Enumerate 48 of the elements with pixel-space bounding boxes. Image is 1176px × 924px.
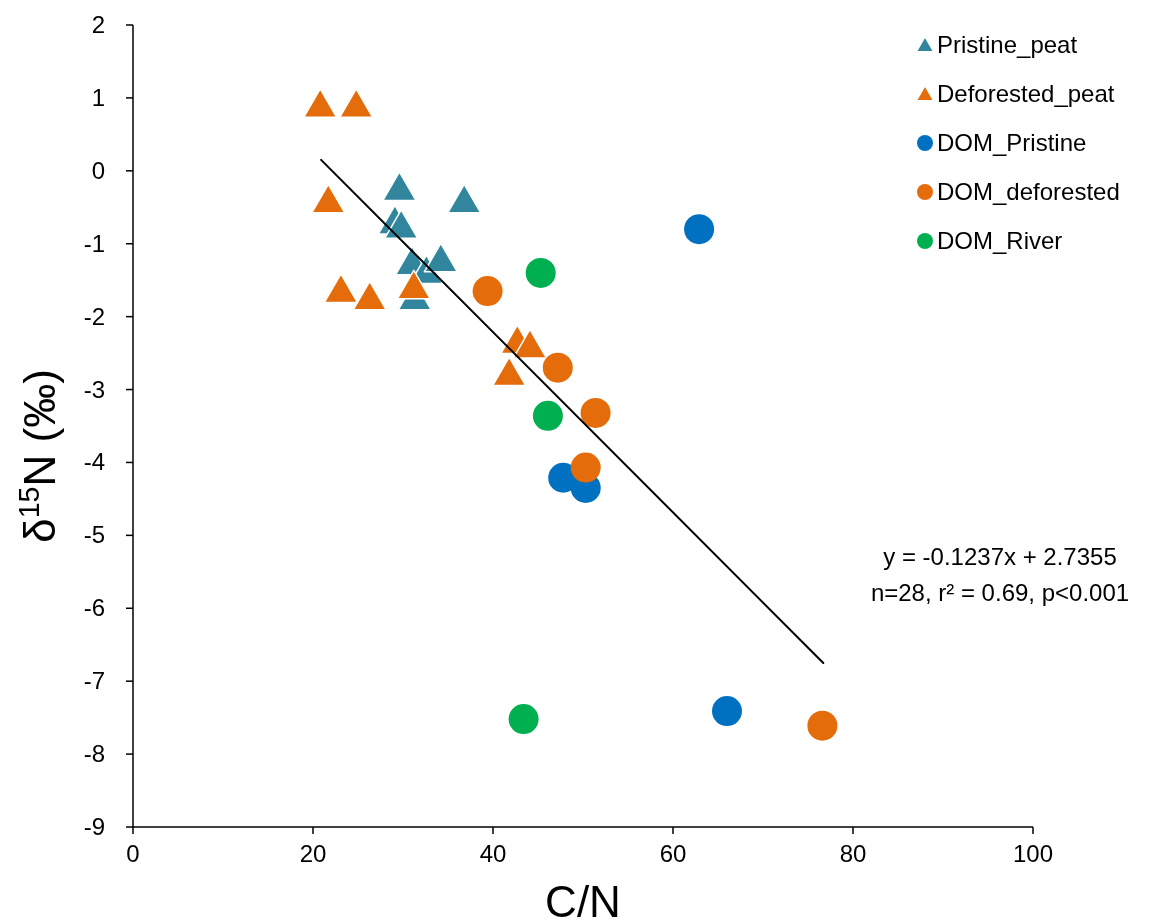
y-tick-label: 2 bbox=[91, 11, 105, 38]
y-tick-label: -7 bbox=[83, 667, 105, 695]
point bbox=[508, 704, 539, 735]
y-tick-label: -4 bbox=[83, 448, 105, 476]
point bbox=[580, 397, 611, 428]
x-tick-label: 20 bbox=[299, 840, 327, 867]
x-tick-label: 0 bbox=[126, 840, 140, 867]
point bbox=[311, 183, 346, 214]
legend-label: Pristine_peat bbox=[937, 31, 1078, 58]
legend-label: DOM_Pristine bbox=[937, 129, 1087, 156]
x-tick-label: 100 bbox=[1012, 840, 1054, 867]
y-tick-label: -5 bbox=[83, 521, 105, 549]
point bbox=[396, 269, 432, 300]
point bbox=[542, 352, 573, 383]
annotation: n=28, r² = 0.69, p<0.001 bbox=[870, 579, 1130, 606]
point bbox=[352, 280, 387, 311]
point bbox=[512, 328, 548, 359]
x-tick-label: 60 bbox=[659, 840, 687, 867]
y-tick-label: -2 bbox=[83, 302, 105, 330]
legend-label: DOM_deforested bbox=[937, 178, 1120, 205]
point bbox=[446, 183, 482, 214]
y-tick-label: 0 bbox=[91, 156, 105, 184]
point bbox=[491, 356, 527, 387]
point bbox=[525, 257, 556, 288]
y-tick-label: -6 bbox=[83, 594, 105, 622]
point bbox=[423, 242, 459, 273]
y-tick-label: 1 bbox=[91, 83, 105, 111]
legend-label: Deforested_peat bbox=[937, 80, 1115, 107]
y-tick-label: -8 bbox=[83, 740, 105, 768]
y-tick-label: -3 bbox=[83, 375, 105, 403]
x-axis-title: C/N bbox=[545, 877, 621, 924]
point bbox=[712, 696, 742, 727]
annotation: y = -0.1237x + 2.7355 bbox=[883, 543, 1117, 570]
point bbox=[807, 710, 838, 741]
x-tick-label: 80 bbox=[839, 840, 867, 867]
point bbox=[323, 273, 359, 304]
point bbox=[532, 400, 563, 431]
point bbox=[684, 214, 715, 245]
point bbox=[302, 88, 338, 119]
point bbox=[570, 452, 601, 483]
y-tick-label: -9 bbox=[83, 813, 105, 840]
point bbox=[382, 171, 417, 202]
legend-label: DOM_River bbox=[937, 227, 1063, 254]
point bbox=[472, 276, 503, 307]
point bbox=[338, 88, 374, 119]
point bbox=[383, 209, 419, 240]
x-tick-label: 40 bbox=[479, 840, 507, 867]
y-tick-label: -1 bbox=[83, 229, 105, 257]
